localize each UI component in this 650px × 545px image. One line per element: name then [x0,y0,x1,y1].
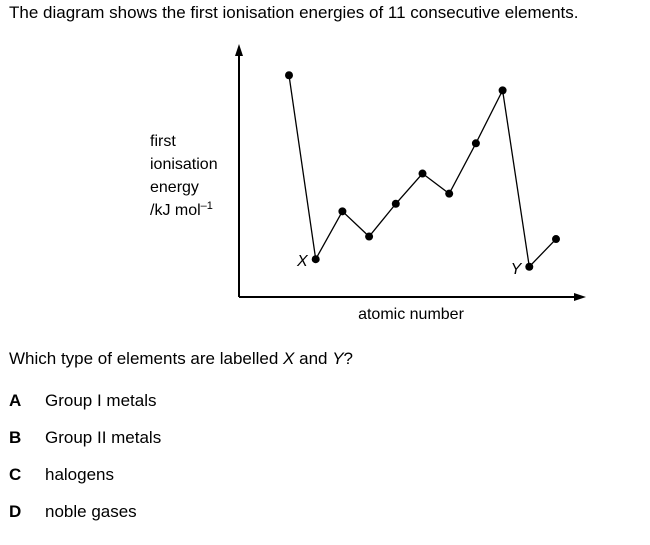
title: The diagram shows the first ionisation e… [9,3,579,22]
data-point [498,86,507,95]
data-point [311,255,320,264]
y-label: energy [150,179,199,196]
option: A Group I metals [9,391,157,411]
option-letter: D [9,502,22,521]
y-unit-exponent: –1 [201,200,213,212]
question: Which type of elements are labelled X an… [9,349,353,369]
data-point [285,71,293,80]
data-point [365,232,374,241]
y-arrow [235,44,243,56]
question-text: Y [332,349,344,368]
data-point [418,169,427,178]
y-label: first [150,133,176,150]
question-text: Which type of elements are labelled [9,349,284,368]
x-arrow [574,293,586,301]
point-label: Y [511,261,523,278]
point-label: X [296,253,309,270]
chart: first ionisation energy /kJ mol–1 atomic… [150,44,586,323]
data-point [552,235,560,244]
question-text: ? [343,349,354,368]
question-text: and [294,349,333,368]
option-letter: A [9,391,22,410]
option-text: Group I metals [45,391,157,410]
data-point [445,189,454,198]
option-text: Group II metals [45,428,162,447]
option-text: halogens [45,465,115,484]
option-text: noble gases [45,502,137,521]
option-letter: B [9,428,22,447]
x-label: atomic number [358,306,464,323]
data-point [338,207,347,216]
data-point [525,262,534,271]
y-label: ionisation [150,156,218,173]
data-point [471,139,480,148]
question-text: X [283,349,295,368]
option-letter: C [9,465,22,484]
option: B Group II metals [9,428,161,448]
y-unit-text: /kJ mol [150,202,201,219]
data-point [391,199,400,208]
y-unit: /kJ mol–1 [150,200,213,219]
